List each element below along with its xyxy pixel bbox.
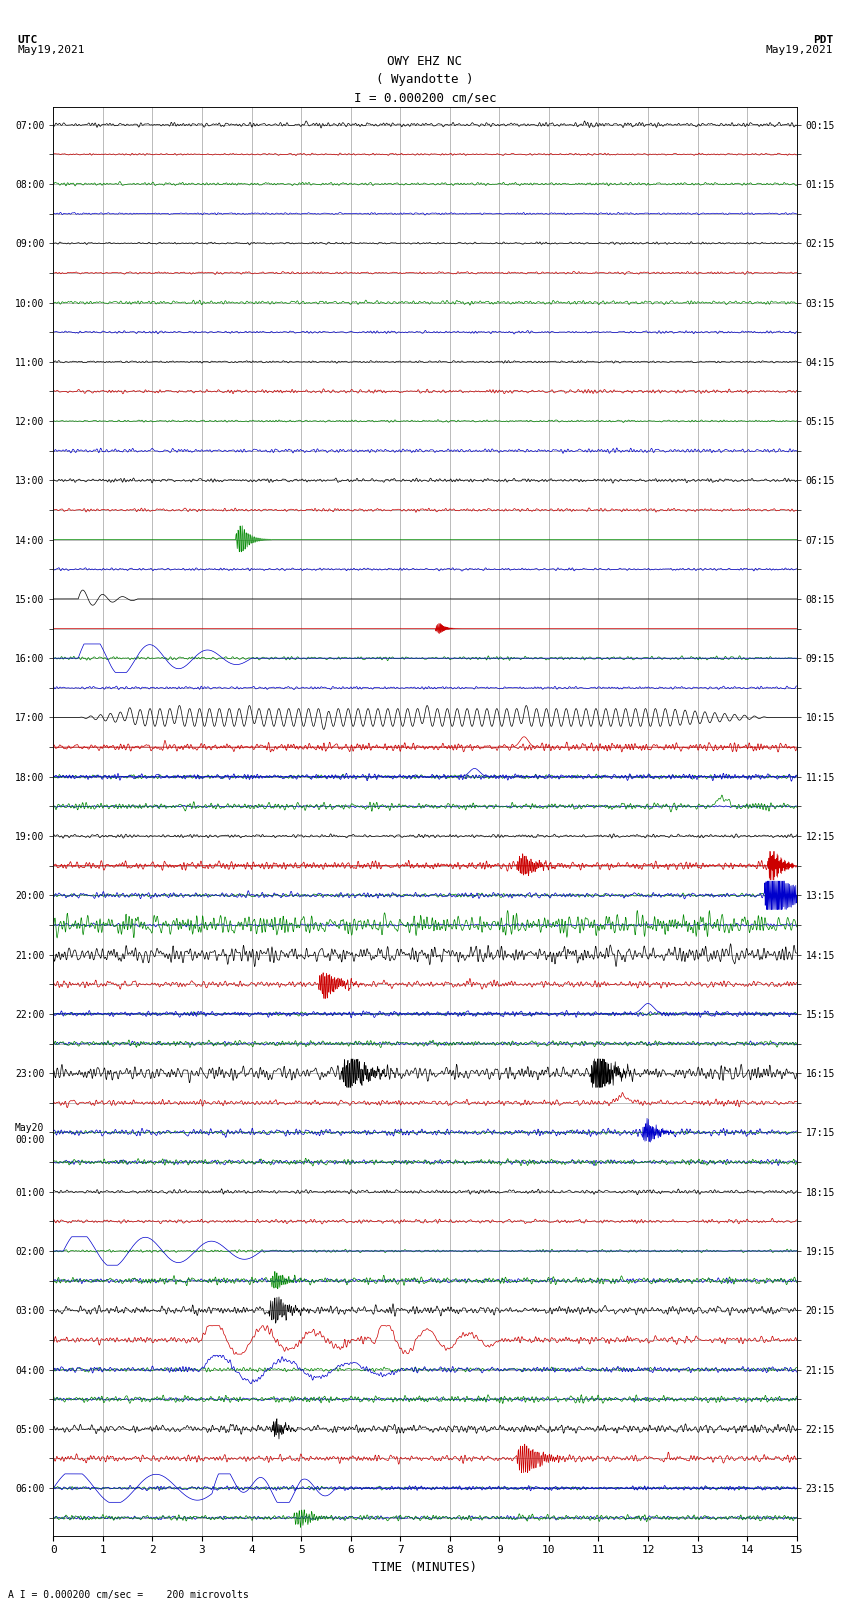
Text: May19,2021: May19,2021 <box>17 45 84 55</box>
Title: OWY EHZ NC
( Wyandotte )
I = 0.000200 cm/sec: OWY EHZ NC ( Wyandotte ) I = 0.000200 cm… <box>354 55 496 105</box>
X-axis label: TIME (MINUTES): TIME (MINUTES) <box>372 1561 478 1574</box>
Text: UTC: UTC <box>17 35 37 45</box>
Text: A I = 0.000200 cm/sec =    200 microvolts: A I = 0.000200 cm/sec = 200 microvolts <box>8 1590 249 1600</box>
Text: May19,2021: May19,2021 <box>766 45 833 55</box>
Text: PDT: PDT <box>813 35 833 45</box>
